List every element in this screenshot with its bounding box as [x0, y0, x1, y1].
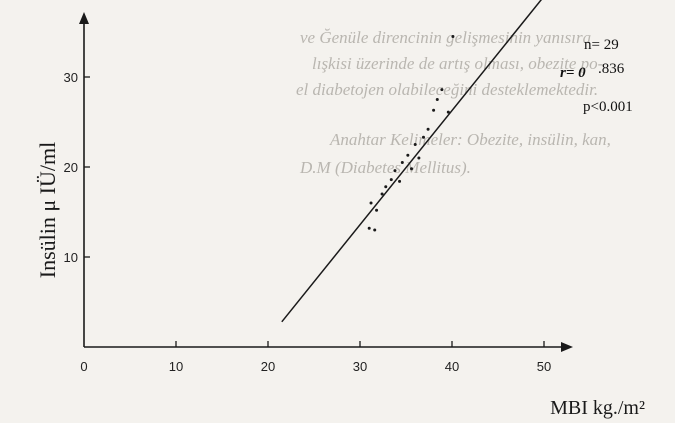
x-ticks: 0 10 20 30 40 50: [80, 341, 551, 374]
data-point: [432, 108, 436, 112]
x-tick-label: 30: [353, 359, 367, 374]
data-point: [400, 161, 404, 164]
x-axis-arrow: [561, 342, 573, 352]
data-point: [398, 179, 402, 183]
data-point: [451, 35, 455, 38]
y-axis-arrow: [79, 12, 89, 24]
y-tick-label: 10: [64, 250, 78, 265]
data-point: [384, 185, 388, 189]
axes: [79, 12, 573, 352]
data-point: [421, 135, 425, 139]
y-axis-title: Insülin μ IÜ/ml: [35, 142, 60, 278]
r-prefix-annotation: r= 0: [560, 65, 586, 81]
data-point: [406, 153, 410, 157]
data-point: [393, 169, 397, 173]
data-point: [367, 226, 371, 230]
x-axis-title: MBI kg./m²: [550, 397, 645, 419]
data-point: [413, 143, 417, 146]
x-tick-label: 40: [445, 359, 459, 374]
regression-line: [281, 0, 542, 323]
y-ticks: 10 20 30: [64, 70, 90, 265]
data-point: [369, 201, 373, 205]
x-tick-label: 10: [169, 359, 183, 374]
y-tick-label: 30: [64, 70, 78, 85]
data-point: [435, 98, 439, 101]
data-point: [373, 228, 377, 232]
x-tick-label: 50: [537, 359, 551, 374]
data-point: [410, 167, 414, 171]
data-point: [446, 110, 450, 114]
x-tick-label: 0: [80, 359, 87, 374]
p-annotation: p<0.001: [583, 99, 633, 115]
data-point: [417, 156, 421, 160]
x-tick-label: 20: [261, 359, 275, 374]
data-point: [375, 208, 379, 212]
y-tick-label: 20: [64, 160, 78, 175]
data-point: [389, 178, 393, 182]
data-point: [380, 192, 384, 196]
data-point: [440, 88, 444, 92]
r-value-annotation: .836: [598, 61, 625, 77]
n-annotation: n= 29: [584, 37, 619, 53]
data-points: [367, 35, 455, 232]
data-point: [426, 127, 430, 131]
